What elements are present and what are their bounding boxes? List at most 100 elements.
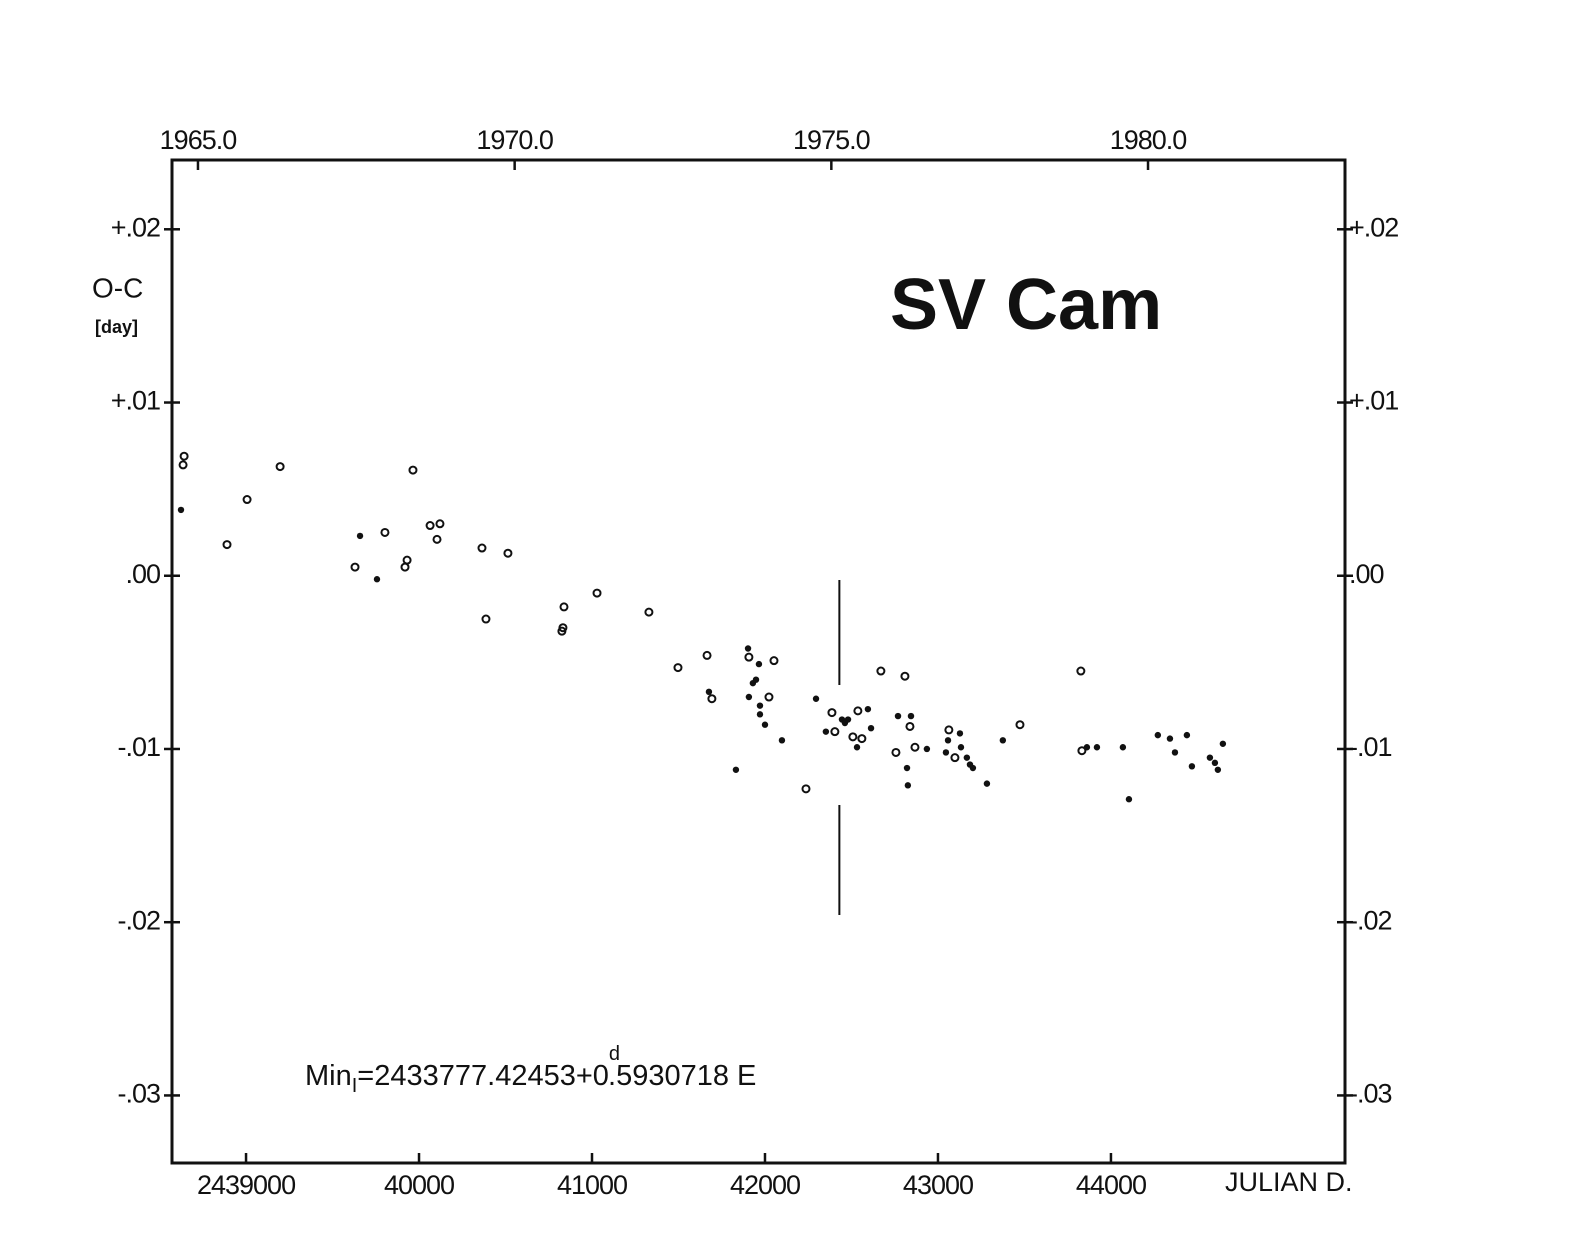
data-point [853,744,861,751]
y-tick-label-right: +.01 [1349,386,1398,416]
data-point [744,652,754,662]
data-point [969,764,977,772]
data-point [432,534,442,544]
y-tick-label: -.02 [117,905,160,935]
data-point [1166,735,1174,742]
data-point [705,688,713,696]
data-point [1219,740,1227,747]
y-tick-label: -.03 [117,1079,160,1109]
data-point [644,607,654,617]
data-point [402,555,412,565]
data-point [983,780,991,787]
data-point [177,506,185,514]
x2-tick-label: 1975.0 [793,125,870,155]
x2-tick-label: 1970.0 [476,125,553,155]
y-tick-label: +.01 [111,386,160,416]
data-point [380,527,390,537]
x-tick-label: 40000 [384,1170,454,1200]
ephemeris-annotation: MinI=2433777.42453+0d .5930718 E [305,1043,756,1097]
data-point [905,721,915,731]
y-tick-label-right: .00 [1349,559,1384,589]
data-point [558,623,568,633]
data-point [848,732,858,742]
y-tick-label: -.01 [117,732,160,762]
data-point [857,734,867,744]
y-tick-label: .00 [125,559,160,589]
data-point [853,706,863,716]
data-point [764,692,774,702]
data-point [592,588,602,598]
data-point [1015,720,1025,730]
annotation-part: =2433777.42453+0 [357,1060,609,1092]
data-point [1171,749,1179,756]
plot-frame [170,158,1347,1165]
data-point [864,705,872,713]
data-point [503,548,513,558]
data-point [822,728,830,735]
data-point [425,521,435,531]
y-tick-label: +.02 [111,212,160,242]
data-point [812,695,820,702]
chart-title: SV Cam [890,265,1162,345]
data-point [559,602,569,612]
data-point [827,708,837,718]
data-point [907,712,915,720]
data-point [778,737,786,744]
data-point [1188,763,1196,770]
data-point [1154,731,1162,739]
data-point [950,753,960,763]
data-point [481,614,491,624]
data-point [830,727,840,737]
data-point [1211,759,1219,767]
data-point [900,671,910,681]
data-point [1083,744,1091,751]
data-point [435,519,445,529]
data-point [944,725,954,735]
x-axis-label: JULIAN D. [1225,1167,1353,1197]
data-point [356,532,364,540]
data-point [844,716,852,723]
data-point [894,712,902,720]
data-point [745,693,753,701]
data-point [801,784,811,794]
data-point [242,495,252,505]
data-point [957,744,965,751]
y-tick-label-right: -.02 [1349,905,1392,935]
data-point [999,737,1007,744]
annotation-superscript: d [609,1043,620,1065]
data-point [1093,744,1101,751]
data-point [923,745,931,753]
y-tick-label-right: +.02 [1349,212,1398,242]
data-point [876,666,886,676]
data-point [1214,766,1222,773]
data-point [942,749,950,756]
data-point [178,460,188,470]
y-axis-label: O-C [92,272,143,303]
data-point [732,766,740,773]
data-point [350,562,360,572]
x-tick-label: 42000 [730,1170,800,1200]
data-point [752,676,760,683]
data-point [756,702,764,709]
x-tick-label: 41000 [557,1170,627,1200]
data-point [756,711,764,718]
x-tick-label: 43000 [903,1170,973,1200]
data-point [755,660,763,668]
data-point [1119,744,1127,751]
data-point [903,764,911,772]
data-point [944,737,952,744]
data-point [761,721,769,728]
x2-tick-label: 1980.0 [1110,125,1187,155]
data-point [910,742,920,752]
data-point [904,782,912,789]
data-point [373,576,381,583]
y-axis-unit: [day] [95,317,138,337]
data-point [275,462,285,472]
data-point [702,650,712,660]
data-point [1206,754,1214,761]
data-point [707,694,717,704]
y-tick-label-right: -.01 [1349,732,1392,762]
x-tick-label: 44000 [1076,1170,1146,1200]
data-point [769,656,779,666]
